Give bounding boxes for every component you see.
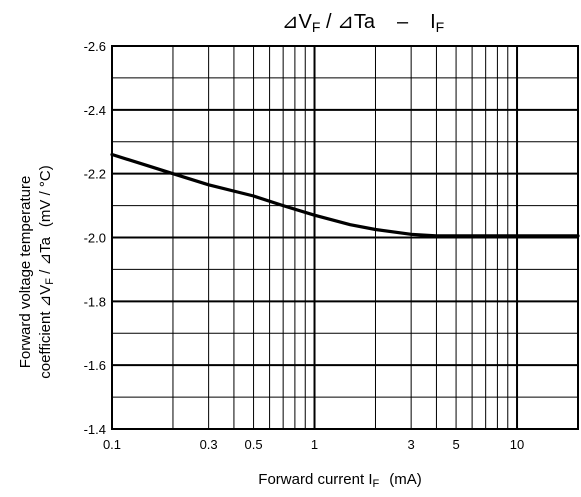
plot-frame	[111, 45, 579, 430]
series-line	[110, 152, 580, 238]
x-tick-label: 10	[510, 437, 524, 452]
x-tick-label: 5	[452, 437, 459, 452]
tick-labels: 0.1 0.3 0.5 1 3 5 10 -2.6 -2.4 -2.2 -2.0 -1.8 -1.6 -1…	[84, 39, 525, 452]
title-main-sub: F	[312, 19, 321, 35]
y-tick-label: -2.4	[84, 103, 106, 118]
y-axis-label-line2: coefficient ⊿VF / ⊿Ta (mV / °C)	[37, 165, 56, 379]
x-axis-label: Forward current IF (mA)	[258, 471, 421, 490]
x-tick-label: 1	[311, 437, 318, 452]
x-tick-label: 0.5	[245, 437, 263, 452]
y-tick-label: -2.0	[84, 231, 106, 246]
grid-major	[112, 46, 578, 429]
y-tick-label: -2.6	[84, 39, 106, 54]
y-tick-label: -1.6	[84, 358, 106, 373]
chart-title: ⊿VF / ⊿Ta – IF	[282, 11, 444, 35]
y-axis-label-mid: / ⊿Ta	[37, 236, 54, 278]
title-sep: –	[397, 11, 409, 33]
x-tick-label: 0.1	[103, 437, 121, 452]
y-axis-label: Forward voltage temperature coefficient …	[17, 165, 56, 379]
x-axis-label-unit: (mA)	[389, 471, 422, 488]
y-axis-label-sub: F	[44, 278, 56, 285]
y-axis-label-prefix: coefficient ⊿V	[37, 285, 54, 379]
series-layer	[110, 152, 580, 238]
x-tick-label: 0.3	[200, 437, 218, 452]
x-tick-label: 3	[408, 437, 415, 452]
y-tick-label: -1.8	[84, 294, 106, 309]
x-axis-label-sub: F	[372, 478, 379, 490]
y-axis-label-line1: Forward voltage temperature	[17, 176, 34, 369]
x-axis-label-main: Forward current I	[258, 471, 372, 488]
title-mid: / ⊿Ta	[320, 11, 375, 33]
title-right: I	[430, 11, 436, 33]
title-right-sub: F	[436, 19, 445, 35]
y-axis-label-unit: (mV / °C)	[37, 165, 54, 227]
y-tick-label: -2.2	[84, 167, 106, 182]
title-main: ⊿V	[282, 11, 313, 33]
y-tick-label: -1.4	[84, 422, 106, 437]
